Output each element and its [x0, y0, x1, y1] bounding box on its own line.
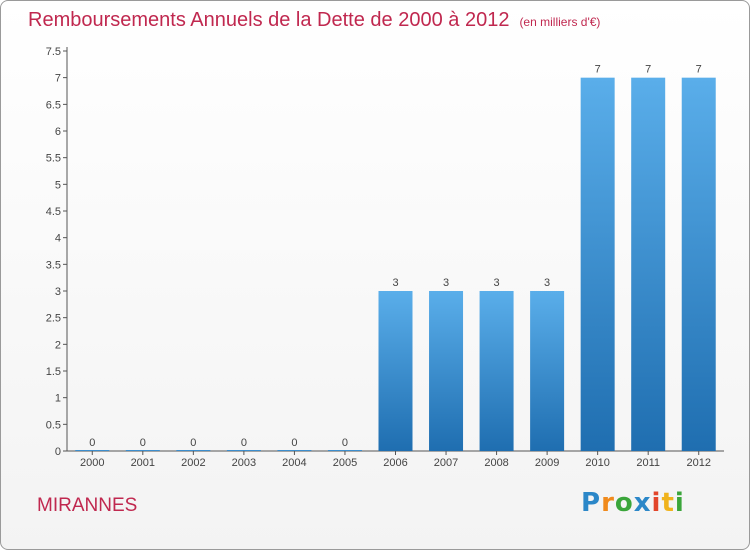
x-tick-label-2012: 2012 [686, 457, 710, 469]
logo-letter: r [601, 488, 615, 518]
x-tick-label-2001: 2001 [131, 457, 155, 469]
y-tick-label: 7 [55, 73, 61, 85]
logo-letter: o [614, 488, 634, 518]
commune-name: MIRANNES [37, 495, 138, 516]
logo-letter: i [651, 488, 662, 518]
data-label-2002: 0 [190, 437, 196, 449]
y-tick-label: 7.5 [46, 46, 61, 58]
bar-2004 [277, 450, 312, 451]
x-tick-label-2008: 2008 [484, 457, 508, 469]
chart-title-text: Remboursements Annuels de la Dette de 20… [28, 9, 510, 31]
data-label-2004: 0 [291, 437, 297, 449]
bar-2001 [125, 450, 160, 451]
x-tick-label-2000: 2000 [80, 457, 104, 469]
logo-letter: t [661, 488, 675, 518]
bar-2006 [378, 291, 413, 451]
data-label-2012: 7 [696, 64, 702, 76]
bar-2000 [75, 450, 110, 451]
y-tick-label: 6.5 [46, 99, 61, 111]
data-label-2000: 0 [89, 437, 95, 449]
x-tick-label-2002: 2002 [181, 457, 205, 469]
proxiti-logo: Proxiti [581, 488, 685, 518]
bars [75, 77, 716, 452]
bar-2011 [631, 77, 666, 452]
logo-letter: i [674, 488, 685, 518]
y-tick-label: 0 [55, 446, 61, 458]
bar-2007 [429, 291, 464, 451]
data-label-2007: 3 [443, 277, 449, 289]
logo-letter: x [633, 488, 652, 518]
chart-title: Remboursements Annuels de la Dette de 20… [28, 9, 600, 32]
y-tick-label: 4 [55, 233, 61, 245]
bar-2009 [530, 291, 565, 451]
data-labels: 0 0 0 0 0 0 3 3 3 3 7 7 7 [89, 64, 702, 449]
x-tick-label-2004: 2004 [282, 457, 306, 469]
data-label-2011: 7 [645, 64, 651, 76]
bar-2002 [176, 450, 211, 451]
bar-2005 [327, 450, 362, 451]
bar-2012 [681, 77, 716, 452]
x-tick-label-2006: 2006 [383, 457, 407, 469]
data-label-2008: 3 [494, 277, 500, 289]
y-tick-label: 6 [55, 126, 61, 138]
chart-subtitle: (en milliers d'€) [519, 15, 601, 29]
x-tick-label-2003: 2003 [232, 457, 256, 469]
data-label-2006: 3 [392, 277, 398, 289]
data-label-2003: 0 [241, 437, 247, 449]
y-tick-label: 3 [55, 286, 61, 298]
x-tick-label-2005: 2005 [333, 457, 357, 469]
logo-letter: P [581, 488, 602, 518]
bar-2003 [226, 450, 261, 451]
bar-2010 [580, 77, 615, 452]
data-label-2001: 0 [140, 437, 146, 449]
x-tick-label-2007: 2007 [434, 457, 458, 469]
y-tick-label: 3.5 [46, 259, 61, 271]
x-tick-label-2011: 2011 [636, 457, 660, 469]
data-label-2010: 7 [595, 64, 601, 76]
y-tick-label: 4.5 [46, 206, 61, 218]
x-tick-label-2009: 2009 [535, 457, 559, 469]
bar-2008 [479, 291, 514, 451]
x-tick-label-2010: 2010 [585, 457, 609, 469]
y-tick-label: 5.5 [46, 153, 61, 165]
y-tick-label: 5 [55, 179, 61, 191]
y-tick-label: 2.5 [46, 313, 61, 325]
y-tick-label: 0.5 [46, 419, 61, 431]
y-tick-label: 1 [55, 393, 61, 405]
y-tick-label: 2 [55, 339, 61, 351]
data-label-2009: 3 [544, 277, 550, 289]
y-tick-label: 1.5 [46, 366, 61, 378]
data-label-2005: 0 [342, 437, 348, 449]
